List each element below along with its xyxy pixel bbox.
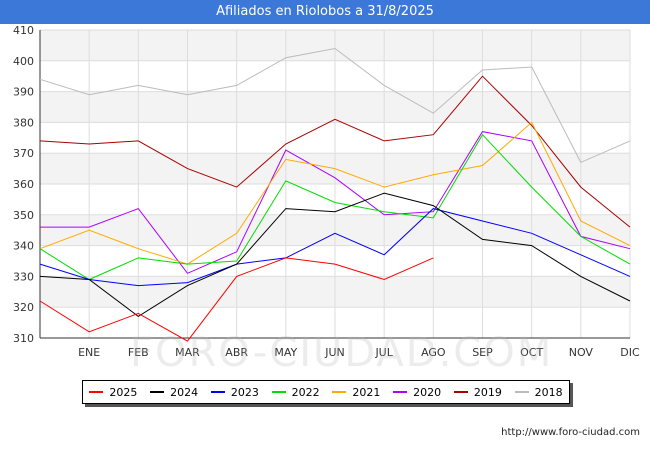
legend-swatch xyxy=(332,391,347,393)
legend-item-2025: 2025 xyxy=(89,386,137,399)
legend-label: 2023 xyxy=(230,385,259,399)
series-line-2019 xyxy=(39,75,631,228)
source-url: http://www.foro-ciudad.com xyxy=(501,427,640,438)
series-line-2021 xyxy=(39,121,631,265)
legend-item-2020: 2020 xyxy=(393,386,441,399)
x-tick-label: DIC xyxy=(620,346,640,359)
legend-label: 2025 xyxy=(109,385,138,399)
legend-swatch xyxy=(210,391,225,393)
legend-label: 2020 xyxy=(413,385,442,399)
legend-label: 2024 xyxy=(170,385,199,399)
x-tick-label: JUL xyxy=(374,346,393,359)
x-tick-label: SEP xyxy=(472,346,493,359)
legend-item-2022: 2022 xyxy=(271,385,320,399)
y-tick-label: 310 xyxy=(13,332,34,345)
y-tick-label: 410 xyxy=(13,24,34,37)
x-tick-label: MAY xyxy=(274,346,297,359)
legend-item-2024: 2024 xyxy=(150,386,198,399)
y-tick-label: 360 xyxy=(13,178,34,191)
chart-title: Afiliados en Riolobos a 31/8/2025 xyxy=(0,0,650,24)
legend-item-2023: 2023 xyxy=(210,385,259,399)
series-line-2024 xyxy=(39,192,631,318)
legend-item-2018: 2018 xyxy=(514,385,563,399)
series-line-2018 xyxy=(39,47,631,164)
y-tick-label: 380 xyxy=(13,116,34,129)
y-tick-label: 390 xyxy=(13,86,34,99)
chart-legend: 2025 2024 2023 2022 2021 2020 2019 2018 xyxy=(82,380,570,404)
x-tick-label: ENE xyxy=(78,346,100,359)
legend-label: 2019 xyxy=(473,385,502,399)
legend-swatch xyxy=(514,391,529,393)
y-tick-label: 370 xyxy=(13,147,34,160)
y-tick-label: 350 xyxy=(13,209,34,222)
series-line-2020 xyxy=(40,131,631,274)
y-tick-label: 400 xyxy=(13,55,34,68)
x-tick-label: ABR xyxy=(225,346,248,359)
legend-label: 2021 xyxy=(352,385,381,399)
x-tick-label: JUN xyxy=(324,346,345,359)
y-tick-label: 330 xyxy=(13,270,34,283)
series-line-2022 xyxy=(39,133,631,281)
legend-swatch xyxy=(89,391,104,393)
legend-item-2021: 2021 xyxy=(332,386,380,399)
legend-item-2019: 2019 xyxy=(453,385,502,399)
x-tick-label: FEB xyxy=(128,346,149,359)
x-tick-label: NOV xyxy=(569,346,594,359)
legend-label: 2022 xyxy=(291,385,320,399)
legend-swatch xyxy=(393,391,408,393)
series-line-2025 xyxy=(39,257,434,342)
x-tick-label: AGO xyxy=(421,346,446,359)
series-line-2023 xyxy=(39,208,631,287)
legend-label: 2018 xyxy=(534,385,563,399)
x-tick-label: OCT xyxy=(520,346,543,359)
x-tick-label: MAR xyxy=(175,346,200,359)
legend-swatch xyxy=(453,391,468,393)
legend-swatch xyxy=(271,391,286,393)
watermark: FORO-CIUDAD.COM xyxy=(130,330,554,376)
y-tick-label: 320 xyxy=(13,301,34,314)
legend-swatch xyxy=(150,391,165,393)
y-tick-label: 340 xyxy=(13,240,34,253)
